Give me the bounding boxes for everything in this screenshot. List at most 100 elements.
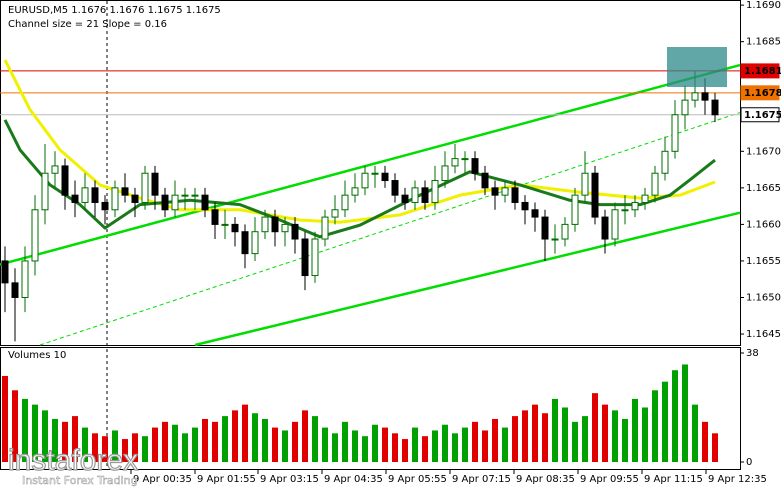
candle-body [201,194,209,211]
volume-bar [112,430,118,462]
volume-bar [632,398,638,462]
y-tick-label: 1.1670 [746,146,781,157]
volume-bar [622,418,628,462]
volume-bar [212,421,218,462]
volume-bar [142,436,148,462]
y-tick-label: 1.1690 [746,0,781,11]
x-tick-label: 9 Apr 00:35 [133,474,192,485]
volume-tick-label: 38 [746,348,759,359]
volume-bar [32,404,38,462]
volume-bar [662,381,668,462]
candle-body [31,209,39,262]
candle-body [511,187,519,203]
candle-body [481,172,489,189]
candle-body [301,238,309,277]
watermark-tagline: Instant Forex Trading [22,474,138,487]
volume-bar [252,413,258,462]
x-tick-label: 9 Apr 01:55 [197,474,256,485]
candle-body [451,158,459,167]
candle-body [211,209,219,225]
candle-body [461,158,469,161]
price-level-box [740,63,780,79]
moving-average [3,59,716,224]
volume-bar [162,421,168,462]
candle-body [341,194,349,211]
volume-bar [672,370,678,462]
volume-bar [242,404,248,462]
candle-body [21,260,29,298]
candle-body [491,187,499,196]
volume-bar [82,427,88,462]
volume-bar [562,407,568,462]
channel-line [39,112,741,346]
candle-body [381,172,389,182]
volume-bar [292,421,298,462]
candle-body [581,172,589,196]
candle-body [431,180,439,203]
volume-bar [182,433,188,462]
candle-body [661,150,669,174]
volume-bar [702,421,708,462]
volume-panel [0,347,741,470]
candle-body [281,223,289,233]
volume-bar [612,410,618,462]
volume-bar [572,421,578,462]
volume-bar [422,436,428,462]
candle-body [311,238,319,277]
volume-bar [652,390,658,462]
volume-bar [322,427,328,462]
volume-bar [152,427,158,462]
volume-bar [582,416,588,462]
y-tick-label: 1.1665 [746,183,781,194]
candle-body [11,282,19,298]
volume-bar [92,433,98,462]
candle-body [621,209,629,212]
volume-title: Volumes 10 [8,350,66,361]
candle-body [51,165,59,174]
candle-body [561,223,569,240]
volume-bar [392,433,398,462]
candle-body [601,216,609,240]
chart-subtitle: Channel size = 21 Slope = 0.16 [8,19,167,30]
candle-body [591,172,599,218]
candle-body [421,187,429,203]
candle-body [241,231,249,255]
candle-body [541,216,549,240]
candle-body [321,216,329,240]
volume-bar [272,427,278,462]
volume-bar [312,416,318,462]
candle-body [61,165,69,196]
volume-bar [2,375,8,462]
volume-bar [592,393,598,462]
candle-body [81,187,89,203]
x-tick-label: 9 Apr 04:35 [324,474,383,485]
x-tick-label: 9 Apr 08:35 [516,474,575,485]
candle-body [131,194,139,203]
volume-bar [132,433,138,462]
candle-body [401,194,409,203]
volume-bar [682,364,688,462]
volume-bar [332,433,338,462]
candle-body [71,194,79,203]
candle-body [91,187,99,203]
volume-bar [692,404,698,462]
candle-body [361,172,369,189]
y-tick-label: 1.1645 [746,329,781,340]
volume-bar [512,416,518,462]
volume-bar [472,421,478,462]
candle-body [571,194,579,225]
price-panel [0,0,741,346]
volume-bar [62,421,68,462]
volume-bar [102,436,108,462]
candle-body [701,92,709,101]
highlight-box [667,47,727,87]
candle-body [251,231,259,255]
x-tick-label: 9 Apr 05:55 [388,474,447,485]
candle-body [351,187,359,196]
candle-body [681,99,689,116]
volume-bar [432,430,438,462]
volume-bar [22,398,28,462]
volume-bar [302,410,308,462]
